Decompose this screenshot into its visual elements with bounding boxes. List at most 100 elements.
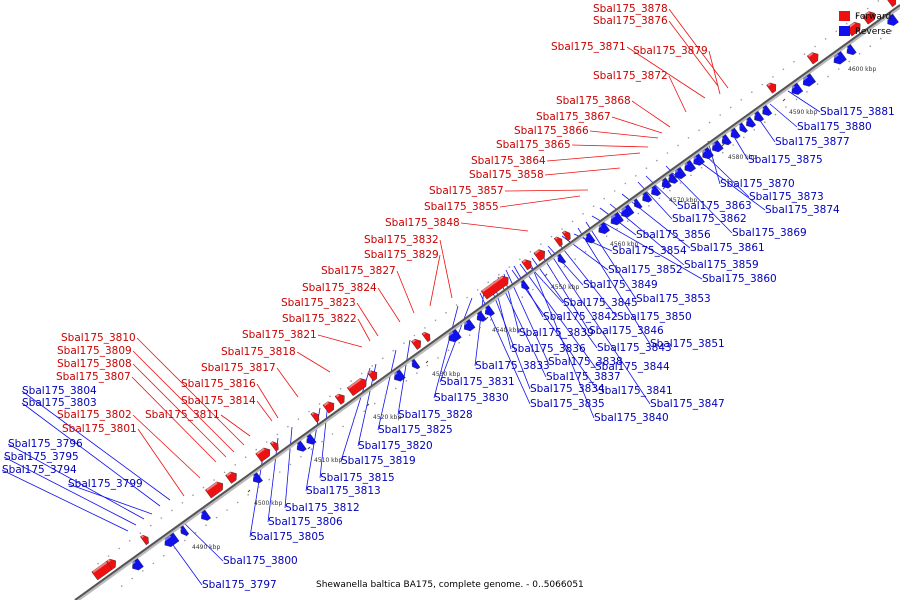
tick-label: 4560 kbp xyxy=(610,241,638,248)
spacer-dot xyxy=(656,159,658,162)
gene-arrow xyxy=(806,52,819,65)
spacer-dot xyxy=(405,380,408,382)
gene-arrow xyxy=(346,378,367,397)
spacer-dot xyxy=(318,403,321,405)
spacer-dot xyxy=(500,311,503,314)
spacer-dot xyxy=(479,326,482,329)
legend-forward-label: Forward xyxy=(855,12,891,22)
gene-highlight xyxy=(744,119,748,123)
gene-highlight xyxy=(130,560,136,566)
reverse-gene xyxy=(844,44,857,56)
gene-highlight xyxy=(311,412,315,416)
gene-highlight xyxy=(347,378,362,389)
tick-label: 4530 kbp xyxy=(432,371,460,378)
forward-gene-label: Sbal175_3865 xyxy=(496,139,571,151)
reverse-leader-line xyxy=(497,276,547,378)
gene-highlight xyxy=(199,512,203,516)
gene-highlight xyxy=(206,481,218,492)
spacer-dot xyxy=(373,402,376,405)
spacer-dot xyxy=(605,235,608,238)
reverse-gene-label: Sbal175_3825 xyxy=(378,424,453,436)
spacer-dot xyxy=(648,205,650,207)
forward-gene-label: Sbal175_3818 xyxy=(221,346,296,358)
gene-arrow xyxy=(610,211,624,226)
forward-gene-label: Sbal175_3801 xyxy=(62,423,137,435)
reverse-gene xyxy=(728,127,741,139)
forward-leader-line xyxy=(132,363,227,458)
tick-label: 4540 kbp xyxy=(492,327,520,334)
spacer-dot xyxy=(687,137,690,139)
spacer-dot xyxy=(571,220,574,223)
reverse-gene-label: Sbal175_3813 xyxy=(306,485,381,497)
gene-highlight xyxy=(863,11,870,18)
reverse-gene-label: Sbal175_3880 xyxy=(797,121,872,133)
tick-label: 4550 kbp xyxy=(551,284,579,291)
reverse-leader-line xyxy=(691,155,766,211)
reverse-gene-label: Sbal175_3844 xyxy=(595,361,670,373)
reverse-leader-line xyxy=(547,249,651,405)
reverse-gene xyxy=(719,134,732,146)
reverse-leader-line xyxy=(433,305,459,399)
reverse-gene xyxy=(596,221,611,235)
gene-highlight xyxy=(335,394,340,398)
spacer-dot xyxy=(666,152,669,154)
reverse-gene xyxy=(199,509,212,521)
spacer-dot xyxy=(279,471,281,473)
forward-gene-label: Sbal175_3823 xyxy=(281,297,356,309)
reverse-leader-line xyxy=(305,407,321,492)
spacer-dot xyxy=(613,190,616,192)
spacer-dot xyxy=(764,121,766,123)
gene-highlight xyxy=(554,236,558,240)
spacer-dot xyxy=(785,106,787,108)
forward-leader-line xyxy=(611,116,663,134)
forward-gene-label: Sbal175_3832 xyxy=(364,234,439,246)
gene-arrow xyxy=(201,509,212,521)
reverse-leader-line xyxy=(511,269,599,392)
forward-leader-line xyxy=(504,189,589,192)
spacer-dot xyxy=(511,303,513,306)
gene-arrow xyxy=(721,134,732,146)
forward-leader-line xyxy=(296,351,331,373)
forward-gene-label: Sbal175_3855 xyxy=(424,201,499,213)
reverse-gene-label: Sbal175_3799 xyxy=(68,478,143,490)
reverse-leader-line xyxy=(167,537,203,586)
spacer-dot xyxy=(837,68,840,70)
reverse-leader-line xyxy=(707,140,721,185)
gene-highlight xyxy=(251,474,255,479)
forward-leader-line xyxy=(626,46,706,99)
gene-highlight xyxy=(789,85,795,90)
forward-gene xyxy=(310,412,320,423)
tick-mark xyxy=(366,403,370,407)
reverse-gene xyxy=(710,140,724,153)
gene-arrow xyxy=(887,13,899,26)
reverse-gene xyxy=(831,51,847,65)
forward-leader-line xyxy=(429,254,441,307)
spacer-dot xyxy=(532,288,534,291)
spacer-dot xyxy=(360,372,363,375)
spacer-dot xyxy=(392,349,395,352)
spacer-dot xyxy=(152,562,155,565)
genome-track: 4490 kbp 4500 kbp 4510 kbp 4520 kbp 4530 kbp… xyxy=(74,0,900,600)
gene-highlight xyxy=(719,136,724,141)
gene-highlight xyxy=(294,443,299,447)
forward-leader-line xyxy=(439,239,453,299)
forward-gene-label: Sbal175_3829 xyxy=(364,249,439,261)
gene-arrow xyxy=(553,236,563,247)
tick-mark xyxy=(721,143,725,147)
reverse-leader-line xyxy=(474,289,485,367)
gene-features xyxy=(91,0,899,581)
spacer-dot xyxy=(721,151,724,154)
gene-arrow xyxy=(255,447,271,463)
gene-arrow xyxy=(846,44,857,56)
reverse-gene-label: Sbal175_3861 xyxy=(690,242,765,254)
spacer-dot xyxy=(637,212,640,215)
spacer-dot xyxy=(173,547,176,549)
reverse-leader-line xyxy=(621,193,691,249)
reverse-gene xyxy=(760,104,773,116)
reverse-gene-label: Sbal175_3804 xyxy=(22,385,97,397)
tick-label: 4520 kbp xyxy=(373,414,401,421)
gene-highlight xyxy=(801,75,808,82)
spacer-dot xyxy=(774,113,777,116)
tick-mark xyxy=(544,273,548,277)
reverse-gene-label: Sbal175_3847 xyxy=(650,398,725,410)
